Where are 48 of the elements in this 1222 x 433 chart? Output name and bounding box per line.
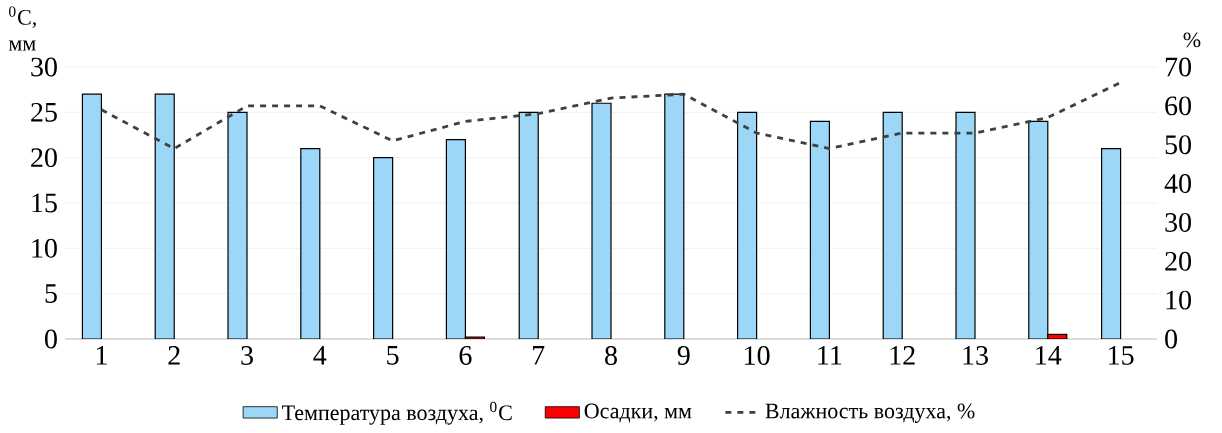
x-tick-label: 12 bbox=[890, 346, 915, 365]
bar bbox=[518, 111, 539, 339]
y2-tick-label: 10 bbox=[1166, 290, 1191, 310]
bar bbox=[373, 157, 394, 339]
legend-label: Температура воздуха, $^{0}$C bbox=[282, 401, 512, 425]
y2-tick-label: 30 bbox=[1165, 212, 1191, 232]
y2-tick-label: 0 bbox=[1165, 329, 1177, 349]
y-tick-label: 0 bbox=[45, 329, 57, 349]
bar bbox=[1101, 148, 1122, 339]
x-tick-label: 10 bbox=[745, 346, 770, 365]
legend-label: Влажность воздуха, % bbox=[765, 403, 975, 423]
y-axis-title: $^{0}$C, мм bbox=[8, 6, 36, 51]
x-tick-label: 7 bbox=[533, 346, 545, 365]
y-tick-label: 10 bbox=[32, 238, 57, 258]
y2-tick-label: 60 bbox=[1165, 96, 1191, 116]
x-tick-label: 9 bbox=[677, 346, 690, 365]
x-tick-label: 4 bbox=[313, 346, 327, 365]
x-tick-label: 1 bbox=[96, 346, 107, 365]
y-tick-label: 20 bbox=[31, 148, 57, 168]
x-tick-label: 3 bbox=[241, 346, 253, 365]
x-tick-label: 11 bbox=[818, 346, 842, 365]
bar bbox=[882, 111, 903, 339]
x-tick-label: 13 bbox=[963, 346, 988, 365]
bar bbox=[809, 120, 830, 339]
bar bbox=[737, 111, 758, 339]
bar bbox=[81, 93, 103, 339]
line-series bbox=[100, 81, 1122, 151]
y-tick-label: 15 bbox=[32, 193, 57, 213]
bar bbox=[300, 148, 321, 339]
y2-axis-title: % bbox=[1183, 32, 1201, 48]
x-tick-label: 6 bbox=[459, 346, 472, 365]
x-tick-label: 2 bbox=[168, 346, 180, 365]
x-tick-label: 5 bbox=[387, 346, 399, 365]
x-tick-label: 8 bbox=[605, 346, 617, 365]
legend-label: Осадки, мм bbox=[584, 403, 692, 423]
y2-tick-label: 20 bbox=[1165, 251, 1191, 271]
bar bbox=[664, 93, 685, 339]
bar bbox=[1028, 120, 1049, 339]
x-tick-label: 14 bbox=[1036, 346, 1062, 365]
y-tick-label: 5 bbox=[45, 284, 57, 303]
y2-tick-label: 40 bbox=[1164, 174, 1191, 194]
y2-tick-label: 70 bbox=[1165, 57, 1191, 77]
y-tick-label: 25 bbox=[31, 102, 57, 122]
bar bbox=[445, 138, 466, 339]
bar bbox=[154, 93, 175, 339]
y2-tick-label: 50 bbox=[1165, 135, 1191, 155]
y-tick-label: 30 bbox=[31, 57, 57, 77]
x-tick-label: 15 bbox=[1109, 346, 1134, 365]
